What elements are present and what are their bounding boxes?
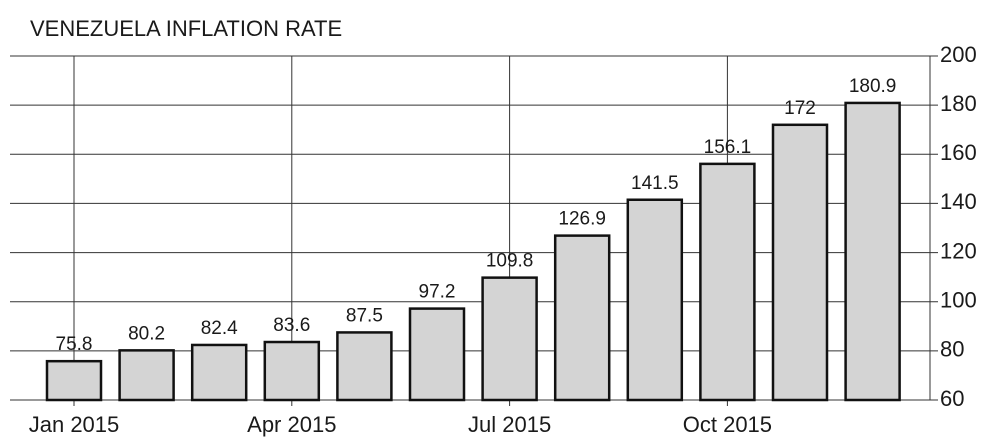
bar xyxy=(45,359,103,402)
value-label: 141.5 xyxy=(631,173,679,194)
y-tick-label: 180 xyxy=(940,91,977,116)
value-label: 82.4 xyxy=(201,318,238,339)
bar xyxy=(118,349,175,402)
value-label: 83.6 xyxy=(273,315,310,336)
value-label: 75.8 xyxy=(56,334,93,355)
bar xyxy=(553,234,611,402)
x-tick-label: Oct 2015 xyxy=(683,412,772,437)
value-label: 80.2 xyxy=(128,323,165,344)
value-label: 109.8 xyxy=(486,251,534,272)
y-tick-label: 200 xyxy=(940,42,977,67)
bar xyxy=(626,198,684,402)
value-label: 180.9 xyxy=(849,76,897,97)
x-tick-label: Jul 2015 xyxy=(468,412,551,437)
value-label: 97.2 xyxy=(419,282,456,303)
y-tick-label: 120 xyxy=(940,238,977,263)
x-tick-label: Apr 2015 xyxy=(247,412,336,437)
value-label: 172 xyxy=(784,98,816,119)
y-tick-label: 60 xyxy=(940,386,964,411)
bar xyxy=(481,276,538,402)
bar xyxy=(844,101,901,402)
y-tick-label: 140 xyxy=(940,189,977,214)
value-label: 87.5 xyxy=(346,305,383,326)
y-tick-label: 160 xyxy=(940,140,977,165)
value-label: 156.1 xyxy=(704,137,752,158)
y-tick-label: 100 xyxy=(940,288,977,313)
x-tick-label: Jan 2015 xyxy=(29,412,120,437)
y-tick-label: 80 xyxy=(940,337,964,362)
bar xyxy=(408,307,466,402)
bar xyxy=(336,331,393,402)
chart-title: VENEZUELA INFLATION RATE xyxy=(30,16,342,41)
bar xyxy=(263,340,321,402)
bar xyxy=(771,123,829,402)
value-label: 126.9 xyxy=(558,209,606,230)
bar xyxy=(699,162,756,402)
bar xyxy=(190,343,248,402)
